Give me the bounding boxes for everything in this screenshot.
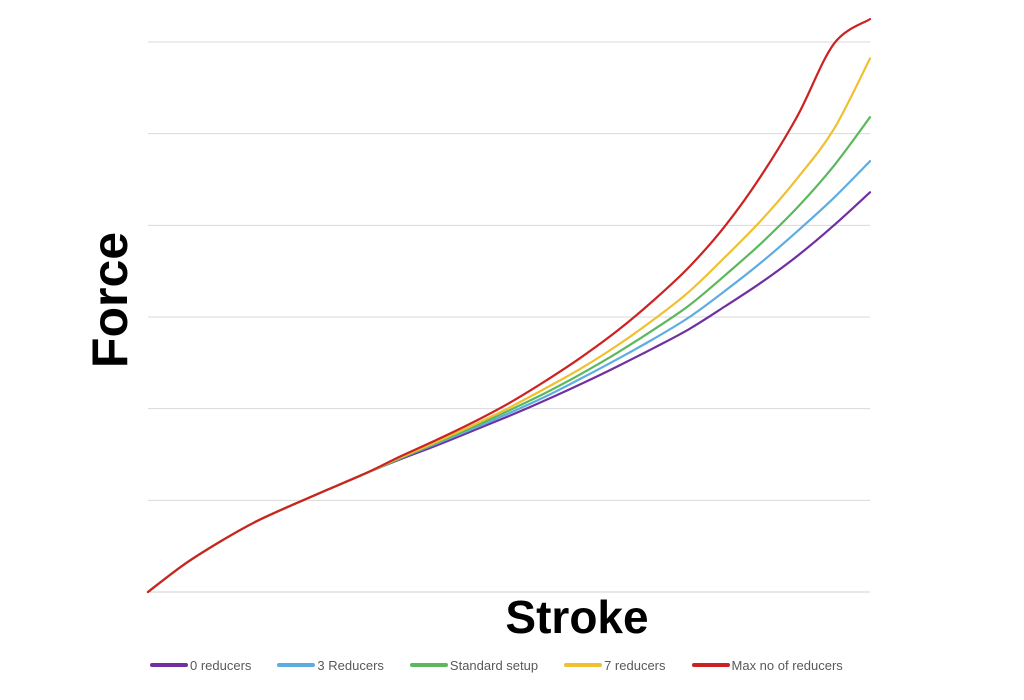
legend-label: 7 reducers [604, 657, 666, 673]
legend-label: Standard setup [449, 657, 539, 673]
legend-item-2: Standard setup [409, 657, 539, 673]
legend-label: 0 reducers [190, 657, 252, 673]
series-lines [146, 18, 872, 594]
legend-item-3: 7 reducers [564, 657, 666, 673]
legend-label: Max no of reducers [731, 657, 843, 673]
series-line-0 [146, 191, 872, 594]
legend-swatch [564, 663, 603, 667]
legend-swatch [277, 663, 316, 667]
legend-item-4: Max no of reducers [691, 657, 843, 673]
legend: 0 reducers 3 Reducers Standard setup 7 redu… [150, 656, 910, 674]
y-axis-label: Force [82, 231, 138, 369]
series-line-3 [146, 57, 872, 594]
gridlines [148, 41, 870, 593]
legend-item-0: 0 reducers [150, 658, 251, 673]
legend-item-1: 3 Reducers [277, 657, 384, 673]
legend-swatch [150, 663, 188, 667]
legend-swatch [691, 663, 730, 667]
series-line-4 [146, 18, 872, 594]
legend-swatch [409, 663, 448, 667]
legend-label: 3 Reducers [317, 657, 384, 673]
x-axis-label: Stroke [505, 591, 649, 643]
